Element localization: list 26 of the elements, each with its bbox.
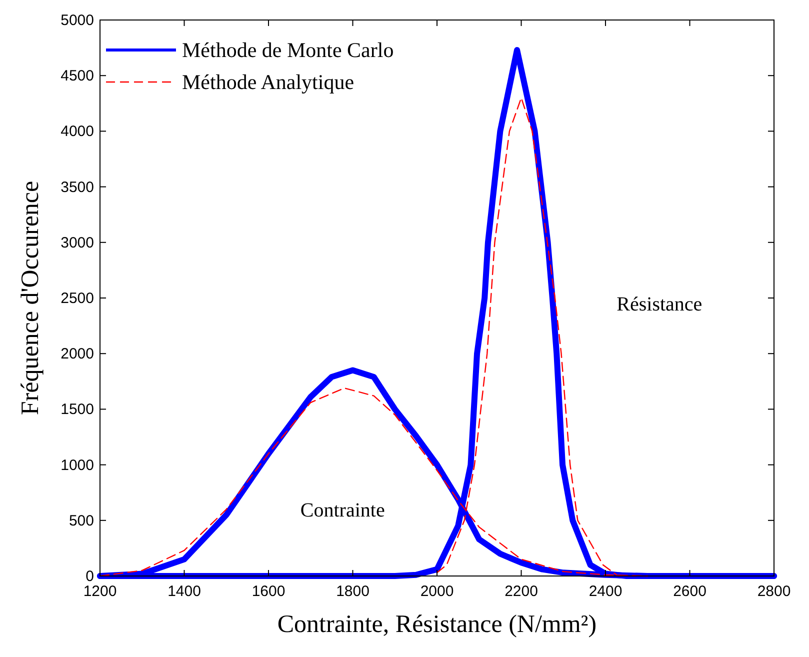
legend-label: Méthode Analytique — [182, 70, 354, 94]
annotation: Contrainte — [300, 499, 385, 522]
x-tick-label: 2600 — [673, 583, 706, 600]
y-tick-label: 0 — [86, 568, 94, 585]
y-axis-title: Fréquence d'Occurence — [17, 180, 44, 416]
x-tick-label: 1800 — [336, 583, 370, 600]
legend-label: Méthode de Monte Carlo — [182, 38, 394, 62]
y-tick-label: 1000 — [60, 456, 94, 474]
annotation: Résistance — [616, 294, 702, 316]
x-tick-label: 2200 — [504, 583, 538, 600]
y-tick-label: 4500 — [60, 68, 94, 85]
x-tick-label: 1600 — [252, 583, 286, 600]
x-tick-label: 2400 — [588, 583, 622, 600]
y-tick-label: 2000 — [60, 346, 94, 363]
y-tick-label: 1500 — [60, 401, 94, 418]
x-tick-label: 1200 — [83, 583, 117, 600]
y-tick-label: 3500 — [60, 178, 94, 196]
y-tick-label: 4000 — [60, 123, 94, 140]
y-tick-label: 2500 — [60, 290, 94, 307]
y-tick-label: 3000 — [60, 234, 94, 252]
y-tick-label: 5000 — [60, 12, 94, 29]
y-tick-label: 500 — [68, 512, 94, 530]
x-tick-label: 1400 — [168, 583, 201, 600]
x-axis-title: Contrainte, Résistance (N/mm²) — [277, 611, 597, 638]
x-tick-label: 2800 — [757, 583, 791, 600]
x-tick-label: 2000 — [420, 583, 454, 600]
